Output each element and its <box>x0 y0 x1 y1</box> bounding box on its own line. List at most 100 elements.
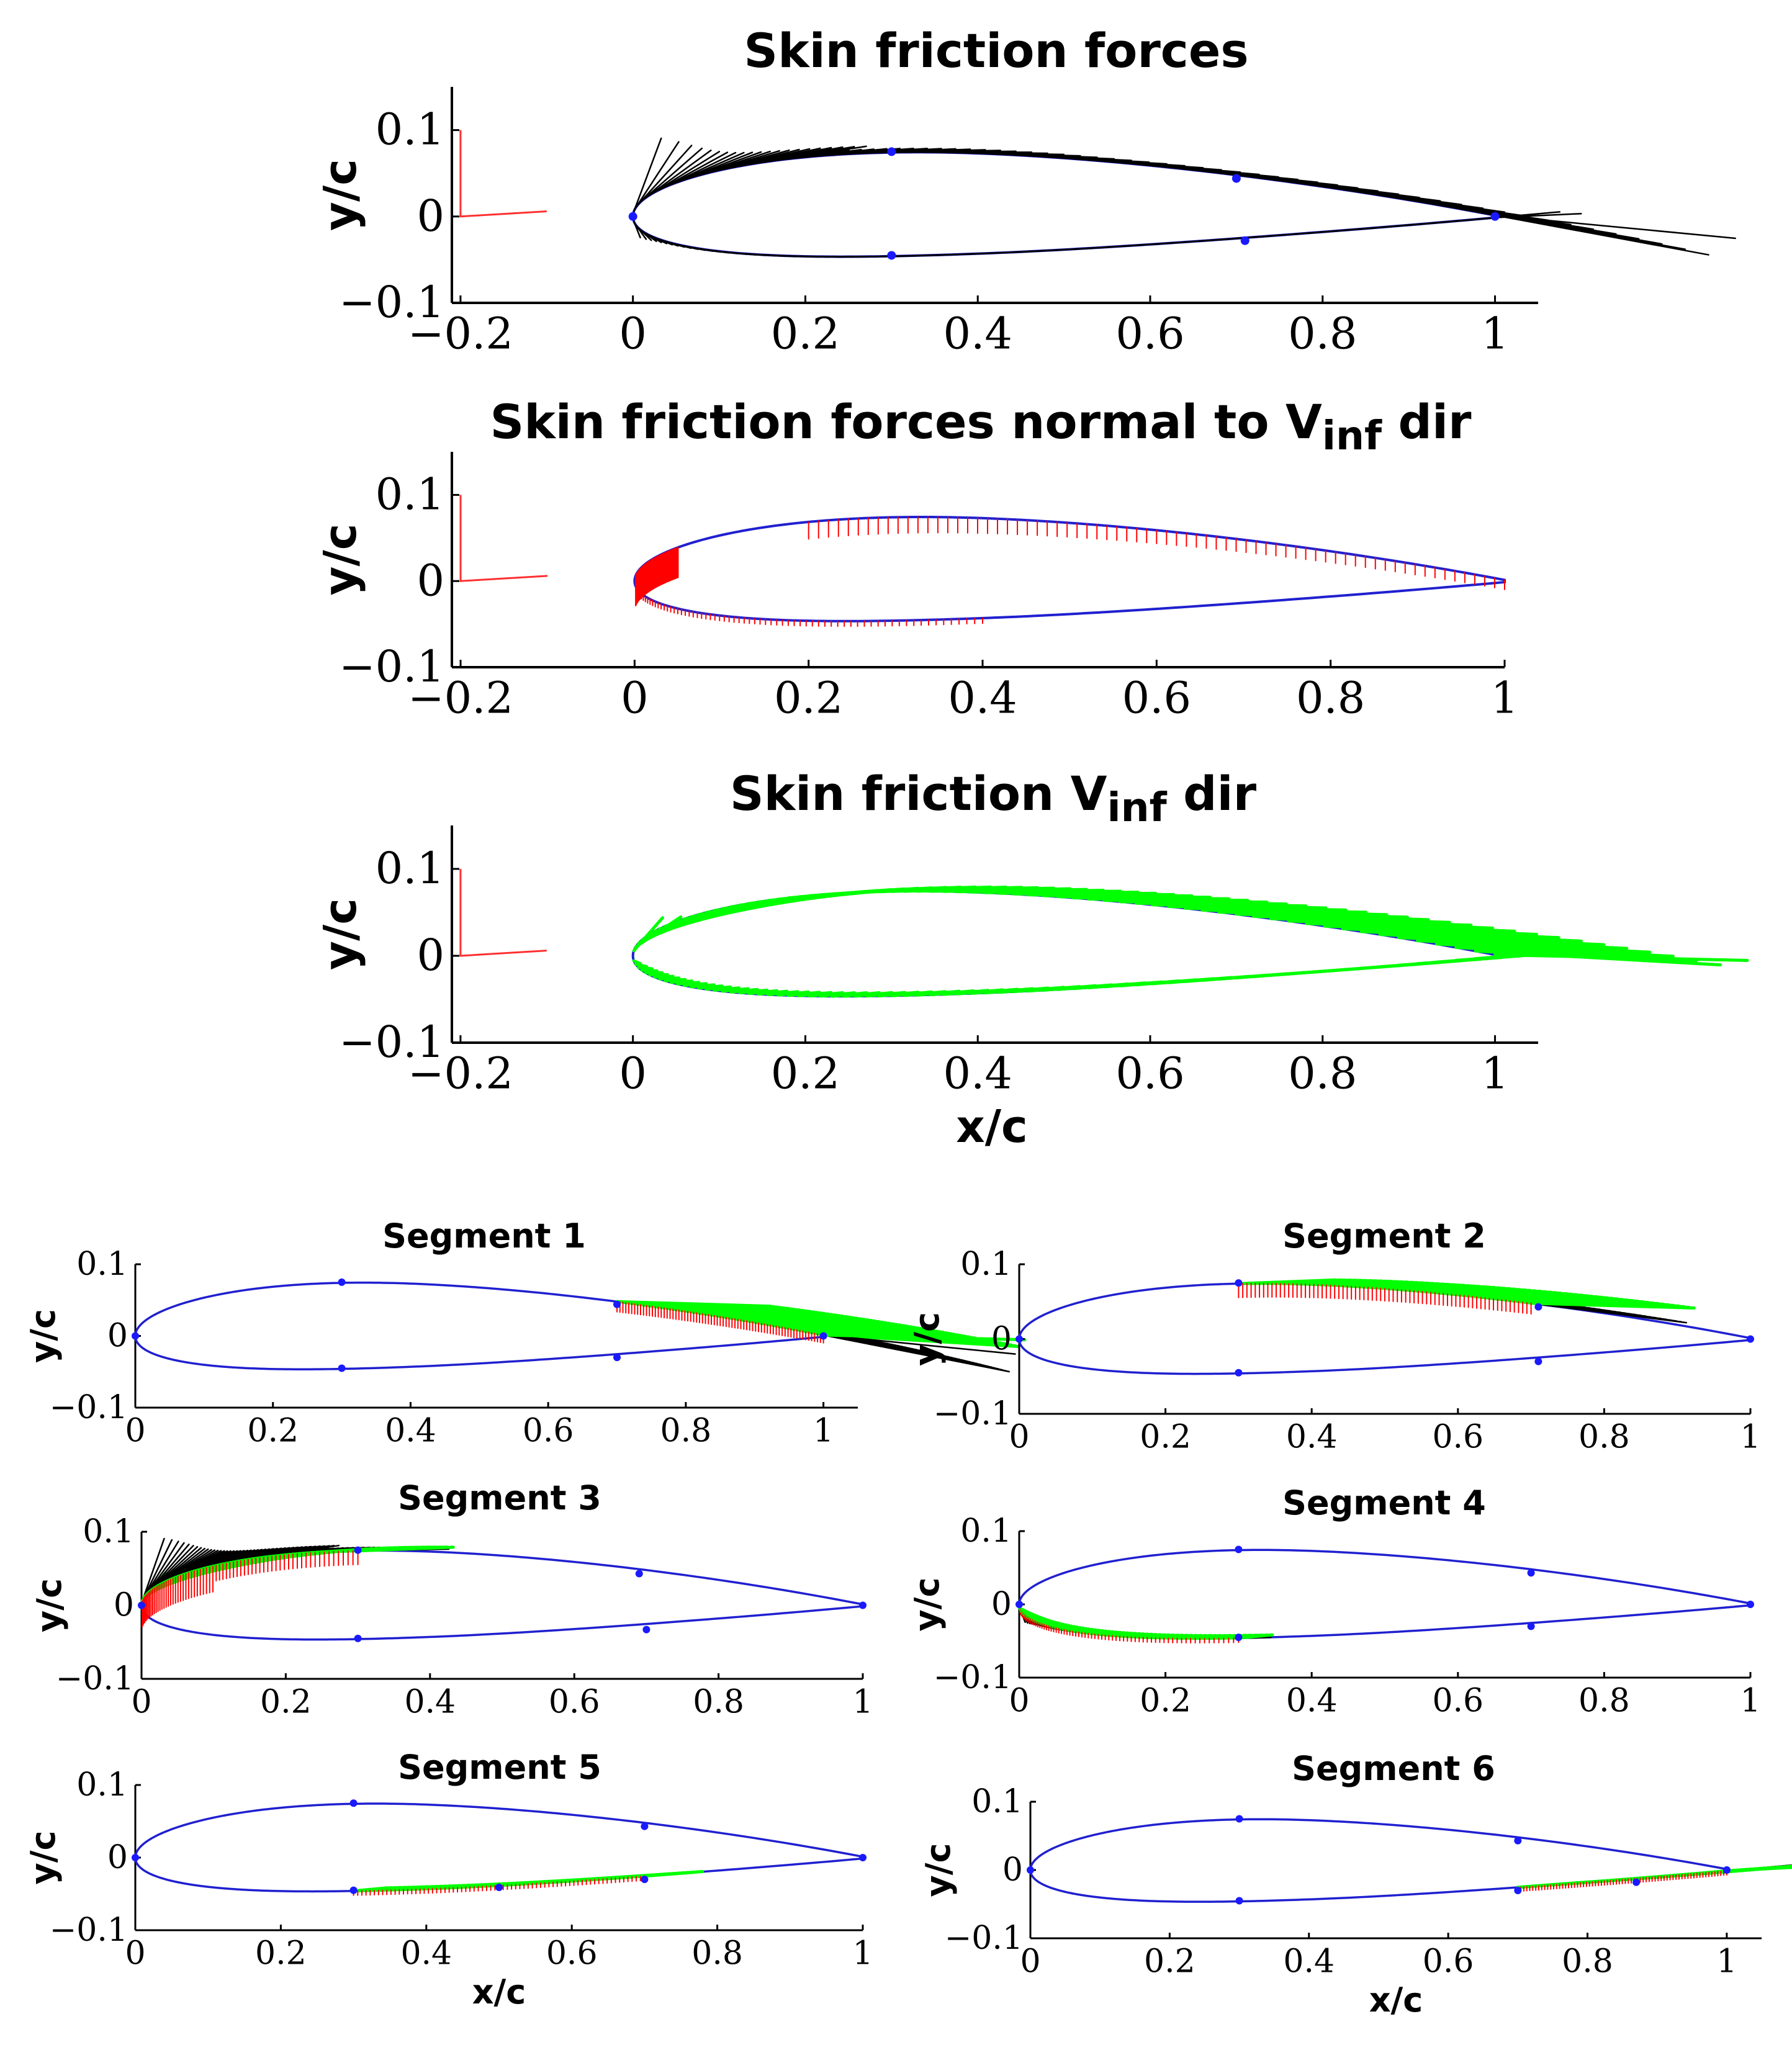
x-tick-label: 0.4 <box>385 1413 436 1450</box>
streamwise-vector <box>1217 910 1409 919</box>
y-tick-label: 0 <box>991 1586 1012 1623</box>
streamwise-vector <box>676 981 701 986</box>
segment-marker <box>132 1854 139 1861</box>
streamwise-vector <box>690 983 716 989</box>
streamwise-vector <box>1287 919 1495 930</box>
x-tick-label: 1 <box>1740 1683 1760 1720</box>
x-tick-label: 0.8 <box>1578 1419 1630 1456</box>
segment-marker <box>819 1332 827 1340</box>
total-vector <box>819 1333 1011 1373</box>
x-tick-label: 0.2 <box>771 308 840 359</box>
y-tick-label: −0.1 <box>934 1659 1012 1696</box>
total-vector <box>635 141 680 209</box>
y-tick-label: 0.1 <box>971 1783 1023 1820</box>
x-tick-label: −0.2 <box>408 673 513 724</box>
y-tick-label: −0.1 <box>339 277 444 328</box>
plot-8: 0 0.2 0.4 0.6 0.8 1−0.100.1 Segment 5y/cx/c <box>24 1748 873 2012</box>
segment-marker <box>1015 1335 1023 1343</box>
x-tick-label: 0.4 <box>943 1048 1012 1099</box>
streamwise-vector <box>637 966 654 971</box>
x-tick-label: 0.4 <box>1283 1943 1335 1980</box>
segment-marker <box>1747 1335 1754 1343</box>
y-axis-label: y/c <box>907 1312 947 1366</box>
total-vector <box>633 137 662 212</box>
streamwise-vector <box>1235 912 1430 922</box>
y-axis-label: y/c <box>30 1578 69 1632</box>
x-tick-label: 1 <box>1716 1943 1737 1980</box>
x-tick-label: 0 <box>125 1413 145 1450</box>
vector-field <box>352 1869 705 1896</box>
total-vector <box>1530 1302 1688 1324</box>
y-tick-label: 0.1 <box>83 1513 134 1550</box>
x-tick-label: 0.4 <box>404 1684 456 1721</box>
x-tick-label: 0.6 <box>1115 1048 1184 1099</box>
plot-title: Skin friction forces normal to Vinf dir <box>490 394 1472 459</box>
segment-marker <box>354 1634 362 1642</box>
x-tick-label: 1 <box>1740 1419 1760 1456</box>
segment-marker <box>1235 1634 1243 1642</box>
x-tick-label: 0.6 <box>1423 1943 1474 1980</box>
segment-marker <box>1235 1545 1243 1553</box>
segment-marker <box>642 1625 651 1634</box>
streamwise-vector <box>653 974 675 979</box>
vector-field <box>1516 1864 1792 1892</box>
streamwise-vector <box>1378 933 1606 946</box>
vector-field <box>632 885 1749 998</box>
x-tick-label: 0 <box>619 1048 647 1099</box>
segment-marker <box>1235 1897 1243 1905</box>
y-axis-label: y/c <box>24 1831 63 1885</box>
segment-marker <box>887 251 896 260</box>
y-tick-label: 0 <box>991 1321 1012 1358</box>
airfoil-outline <box>1029 1818 1728 1903</box>
title-suffix: dir <box>1167 766 1257 821</box>
y-tick-label: 0 <box>416 191 444 241</box>
segment-marker <box>1027 1866 1034 1874</box>
total-vector <box>1494 214 1736 240</box>
x-tick-label: 0 <box>621 673 649 724</box>
y-tick-label: 0.1 <box>960 1513 1012 1550</box>
streamwise-vector <box>696 984 724 990</box>
segment-marker <box>495 1883 503 1891</box>
segment-marker <box>859 1854 867 1861</box>
y-tick-label: 0 <box>416 555 444 606</box>
x-tick-label: 0.6 <box>1115 308 1184 359</box>
y-tick-label: −0.1 <box>339 1017 444 1068</box>
reference-axes <box>459 495 548 582</box>
title-subscript: inf <box>1107 784 1167 831</box>
x-tick-label: −0.2 <box>408 1048 513 1099</box>
x-tick-label: 0.6 <box>546 1935 598 1972</box>
plot-title: Segment 1 <box>382 1216 586 1256</box>
x-tick-label: 0.6 <box>523 1413 574 1450</box>
streamwise-vector <box>1725 1866 1792 1872</box>
title-suffix: dir <box>1382 394 1472 449</box>
y-tick-label: −0.1 <box>945 1920 1023 1957</box>
segment-marker <box>1514 1887 1522 1894</box>
streamwise-vector <box>738 988 769 995</box>
total-vector <box>1474 210 1709 256</box>
streamwise-vector <box>729 987 759 994</box>
total-vector <box>644 150 712 199</box>
segment-marker <box>887 147 896 156</box>
streamwise-vector <box>1269 917 1473 927</box>
segment-marker <box>349 1799 358 1807</box>
vector-field <box>635 516 1505 627</box>
airfoil-outline <box>1018 1549 1752 1640</box>
y-tick-label: 0.1 <box>376 104 444 155</box>
plot-2: −0.2 0 0.2 0.4 0.6 0.8 1 −0.1 0 0.1 Skin friction … <box>314 394 1518 724</box>
x-tick-label: 0.2 <box>1140 1683 1191 1720</box>
segment-marker <box>338 1278 346 1286</box>
streamwise-vector <box>1416 939 1652 954</box>
vector-field <box>140 1537 455 1628</box>
segment-marker <box>1231 174 1241 183</box>
y-axis-label: y/c <box>919 1843 958 1897</box>
streamwise-vector <box>705 985 732 991</box>
x-tick-label: 1 <box>852 1684 873 1721</box>
plot-title: Segment 3 <box>398 1478 601 1517</box>
segment-marker <box>613 1300 621 1308</box>
streamwise-vector <box>634 963 649 968</box>
segment-marker <box>635 1570 643 1578</box>
x-axis-label: x/c <box>1369 1980 1423 2020</box>
total-vector <box>1474 211 1561 220</box>
